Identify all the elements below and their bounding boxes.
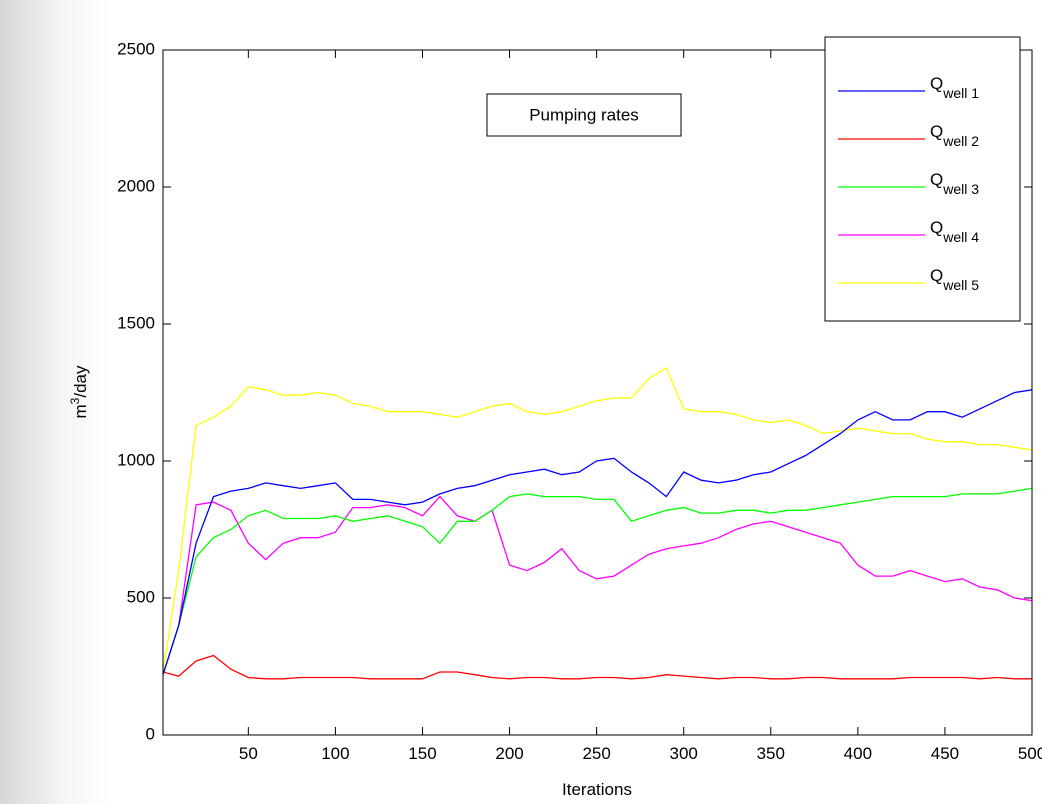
legend-label: Qwell 2 [930,122,979,149]
x-tick-label: 250 [582,744,610,763]
annotation: Pumping rates [529,105,639,124]
x-tick-label: 100 [321,744,349,763]
x-tick-label: 450 [931,744,959,763]
legend-label: Qwell 3 [930,170,979,197]
y-axis-label: m3/day [68,365,90,418]
axes-frame [162,49,1033,736]
y-tick-label: 1500 [117,313,155,332]
series-line [162,654,1032,680]
legend-box [824,36,1021,322]
y-tick-label: 500 [127,587,155,606]
annotation-box [486,93,682,137]
x-axis-label: Iterations [562,780,632,799]
y-tick-label: 0 [146,724,155,743]
series-line [162,389,1033,675]
x-tick-label: 500 [1018,744,1042,763]
x-tick-label: 400 [844,744,872,763]
x-tick-label: 300 [670,744,698,763]
x-tick-label: 350 [757,744,785,763]
series-line [162,487,1033,675]
series-line [162,495,1033,675]
series-line [162,366,1033,673]
legend-label: Qwell 4 [930,218,979,245]
x-tick-label: 150 [408,744,436,763]
x-tick-label: 50 [239,744,258,763]
y-tick-label: 1000 [117,450,155,469]
legend-label: Qwell 5 [930,266,979,293]
y-tick-label: 2000 [117,176,155,195]
legend-label: Qwell 1 [930,74,979,101]
x-tick-label: 200 [495,744,523,763]
y-tick-label: 2500 [117,39,155,58]
